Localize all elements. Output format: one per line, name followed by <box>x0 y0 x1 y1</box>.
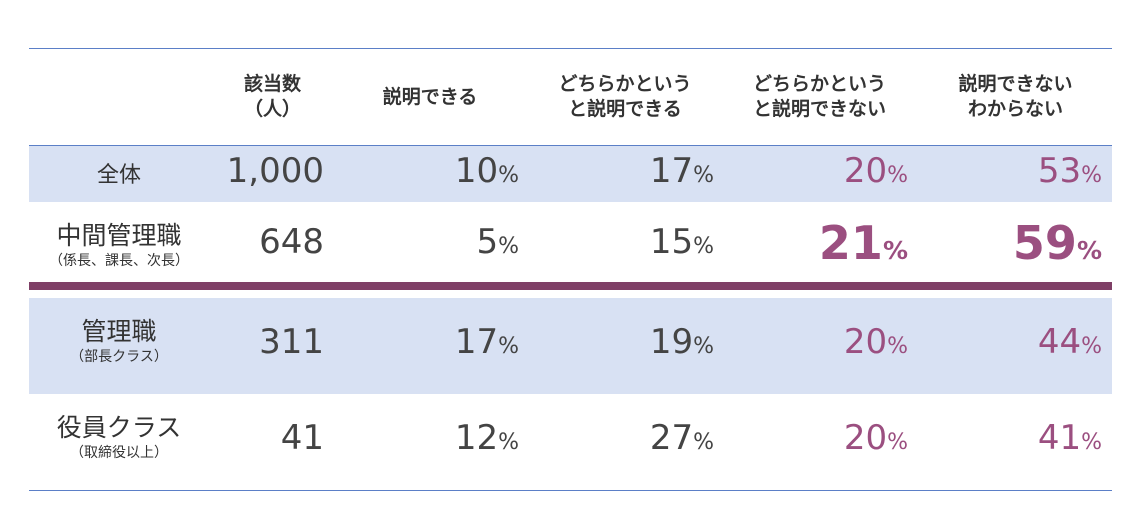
table-row: 全体 1,000 10% 17% 20% 53% <box>29 146 1112 202</box>
header-rule <box>29 145 1112 146</box>
header-cannot-explain: 説明できない わからない <box>958 73 1073 120</box>
value-cell-somewhat-not: 20% <box>843 322 908 362</box>
emphasis-divider <box>29 282 1112 290</box>
value-cell-somewhat-not: 20% <box>843 418 908 458</box>
row-label: 全体 <box>96 163 141 188</box>
value-cell-somewhat-explainable: 15% <box>649 222 714 262</box>
value-cell-explainable: 12% <box>454 418 519 458</box>
count-cell: 648 <box>259 222 324 262</box>
row-sublabel: （取締役以上） <box>70 445 168 461</box>
count-cell: 1,000 <box>226 151 324 191</box>
table-row: 役員クラス （取締役以上） 41 12% 27% 20% 41% <box>29 394 1112 490</box>
value-cell-cannot: 53% <box>1037 151 1102 191</box>
bottom-rule <box>29 490 1112 491</box>
value-cell-somewhat-explainable: 17% <box>649 151 714 191</box>
value-cell-explainable: 5% <box>476 222 519 262</box>
header-count: 該当数 （人） <box>243 73 301 120</box>
top-rule <box>29 48 1112 49</box>
row-label: 役員クラス <box>56 413 182 442</box>
value-cell-cannot: 44% <box>1037 322 1102 362</box>
value-cell-cannot: 41% <box>1037 418 1102 458</box>
table-row: 管理職 （部長クラス） 311 17% 19% 20% 44% <box>29 298 1112 394</box>
row-band-total <box>29 146 1112 202</box>
header-somewhat-not-explainable: どちらかという と説明できない <box>752 73 886 120</box>
value-cell-somewhat-not: 20% <box>843 151 908 191</box>
count-cell: 311 <box>259 322 324 362</box>
row-sublabel: （部長クラス） <box>70 349 168 365</box>
value-cell-cannot: 59% <box>1012 216 1102 270</box>
header-somewhat-explainable: どちらかという と説明できる <box>558 73 692 120</box>
row-sublabel: （係長、課長、次長） <box>49 253 189 269</box>
value-cell-somewhat-explainable: 19% <box>649 322 714 362</box>
value-cell-explainable: 17% <box>454 322 519 362</box>
row-band-managers <box>29 298 1112 394</box>
header-explainable: 説明できる <box>382 85 478 108</box>
value-cell-explainable: 10% <box>454 151 519 191</box>
row-label: 管理職 <box>81 317 157 346</box>
value-cell-somewhat-not: 21% <box>818 216 908 270</box>
value-cell-somewhat-explainable: 27% <box>649 418 714 458</box>
count-cell: 41 <box>280 418 324 458</box>
table-row: 中間管理職 （係長、課長、次長） 648 5% 15% 21% 59% <box>29 202 1112 282</box>
row-label: 中間管理職 <box>56 221 182 250</box>
